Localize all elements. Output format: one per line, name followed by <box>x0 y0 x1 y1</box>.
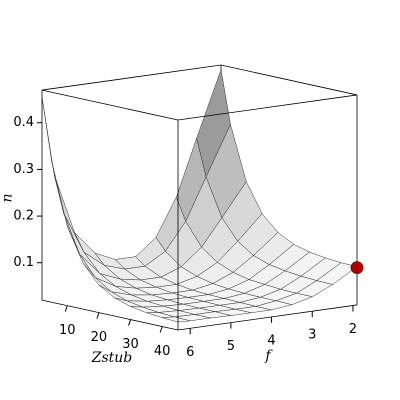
y-tick-label: 5 <box>227 339 235 354</box>
box-edge <box>41 64 222 91</box>
x-tick <box>159 326 163 333</box>
y-tick-label: 6 <box>186 345 194 360</box>
z-tick-label: 0.2 <box>13 209 34 224</box>
box-edge <box>41 89 179 121</box>
x-tick-label: 10 <box>59 323 76 338</box>
y-tick-label: 4 <box>267 333 275 348</box>
box-edge <box>177 94 358 121</box>
x-tick-label: 30 <box>122 337 139 352</box>
z-axis-label: u <box>0 193 16 202</box>
box-edge <box>41 299 179 331</box>
surface <box>41 68 358 323</box>
z-tick-label: 0.4 <box>13 115 34 130</box>
x-tick <box>128 319 132 326</box>
box-edge <box>220 64 358 96</box>
x-tick <box>64 305 68 312</box>
x-axis-label: Zstub <box>91 350 133 366</box>
box-edge <box>177 304 358 331</box>
y-tick-label: 3 <box>308 328 316 343</box>
x-tick <box>96 312 100 319</box>
z-tick-label: 0.1 <box>13 255 34 270</box>
box-front: 0.1 0.2 0.3 0.4 10 20 30 40 2 3 4 5 6 <box>13 89 364 360</box>
z-tick-label: 0.3 <box>13 162 34 177</box>
x-tick-label: 40 <box>154 344 171 359</box>
point-marker <box>350 261 364 275</box>
x-tick-label: 20 <box>91 330 108 345</box>
y-axis-label: f <box>264 348 273 364</box>
y-tick-label: 2 <box>349 322 357 337</box>
